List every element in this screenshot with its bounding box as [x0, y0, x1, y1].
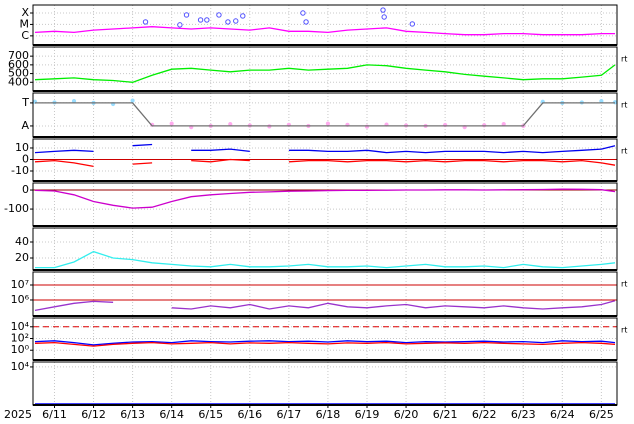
flare-marker — [240, 13, 246, 19]
data-line — [34, 143, 616, 154]
flare-marker — [225, 19, 231, 25]
data-dot — [130, 98, 135, 103]
flare-marker — [303, 19, 309, 25]
x-tick-label: 6/22 — [472, 408, 497, 421]
x-tick-label: 6/18 — [316, 408, 341, 421]
y-tick-label: 10⁴ — [11, 360, 30, 373]
x-tick-label: 6/14 — [159, 408, 184, 421]
y-tick-label: 500 — [8, 67, 29, 80]
realtime-label: rt — [621, 326, 627, 335]
y-tick-label: 10⁶ — [11, 293, 30, 306]
flare-marker — [216, 12, 222, 18]
data-dot — [71, 98, 77, 104]
panel — [33, 272, 617, 316]
y-tick-label: T — [21, 96, 29, 109]
y-tick-label: 10⁰ — [11, 343, 30, 356]
x-tick-label: 6/16 — [237, 408, 262, 421]
x-tick-label: 6/24 — [550, 408, 575, 421]
x-tick-label: 6/23 — [511, 408, 536, 421]
data-line — [34, 188, 616, 209]
y-tick-label: 10⁷ — [11, 278, 29, 291]
y-tick-label: 400 — [8, 75, 29, 88]
panel — [33, 362, 617, 405]
y-tick-label: 40 — [15, 235, 29, 248]
flare-marker — [197, 17, 204, 23]
data-line — [34, 64, 616, 83]
flare-marker — [177, 22, 183, 28]
y-tick-label: M — [20, 17, 30, 30]
realtime-label: rt — [621, 55, 627, 64]
flare-marker — [204, 17, 210, 23]
flare-marker — [183, 12, 190, 18]
y-tick-label: A — [21, 119, 29, 132]
panel — [33, 93, 617, 137]
y-tick-label: 10² — [11, 332, 29, 345]
x-tick-label: 6/17 — [277, 408, 302, 421]
y-tick-label: -10 — [11, 164, 29, 177]
data-line — [34, 26, 615, 36]
data-line — [34, 341, 616, 347]
flare-marker — [142, 19, 149, 25]
data-dot — [169, 121, 174, 126]
x-axis-year: 2025 — [4, 408, 32, 421]
data-line — [34, 340, 616, 346]
flare-marker — [380, 7, 386, 13]
y-tick-label: X — [21, 6, 29, 19]
data-line — [34, 158, 616, 168]
y-tick-label: 0 — [22, 183, 29, 196]
y-tick-label: -100 — [4, 202, 29, 215]
flare-marker — [409, 21, 416, 27]
y-tick-label: 10⁴ — [11, 320, 30, 333]
data-dot — [599, 98, 604, 104]
flare-marker — [233, 18, 239, 24]
flare-marker — [381, 14, 387, 20]
data-line — [34, 300, 616, 312]
data-line — [35, 250, 616, 269]
y-tick-label: 0 — [22, 152, 29, 165]
y-tick-label: 600 — [8, 58, 29, 71]
data-line — [35, 102, 615, 127]
x-tick-label: 6/19 — [355, 408, 380, 421]
x-tick-label: 6/13 — [120, 408, 145, 421]
y-tick-label: C — [21, 29, 29, 42]
realtime-label: rt — [621, 101, 627, 110]
y-tick-label: 700 — [8, 49, 29, 62]
realtime-label: rt — [621, 280, 627, 289]
data-dot — [501, 121, 506, 127]
x-tick-label: 6/25 — [589, 408, 614, 421]
data-dot — [325, 121, 331, 126]
flare-marker — [300, 10, 306, 16]
x-tick-label: 6/15 — [198, 408, 223, 421]
y-tick-label: 10 — [15, 141, 29, 154]
panel — [33, 228, 617, 270]
realtime-label: rt — [621, 147, 627, 156]
x-tick-label: 6/12 — [81, 408, 106, 421]
x-tick-label: 6/20 — [394, 408, 419, 421]
y-tick-label: 20 — [15, 251, 29, 264]
x-tick-label: 6/11 — [42, 408, 67, 421]
panel — [33, 5, 617, 45]
data-dot — [228, 121, 233, 127]
x-tick-label: 6/21 — [433, 408, 458, 421]
